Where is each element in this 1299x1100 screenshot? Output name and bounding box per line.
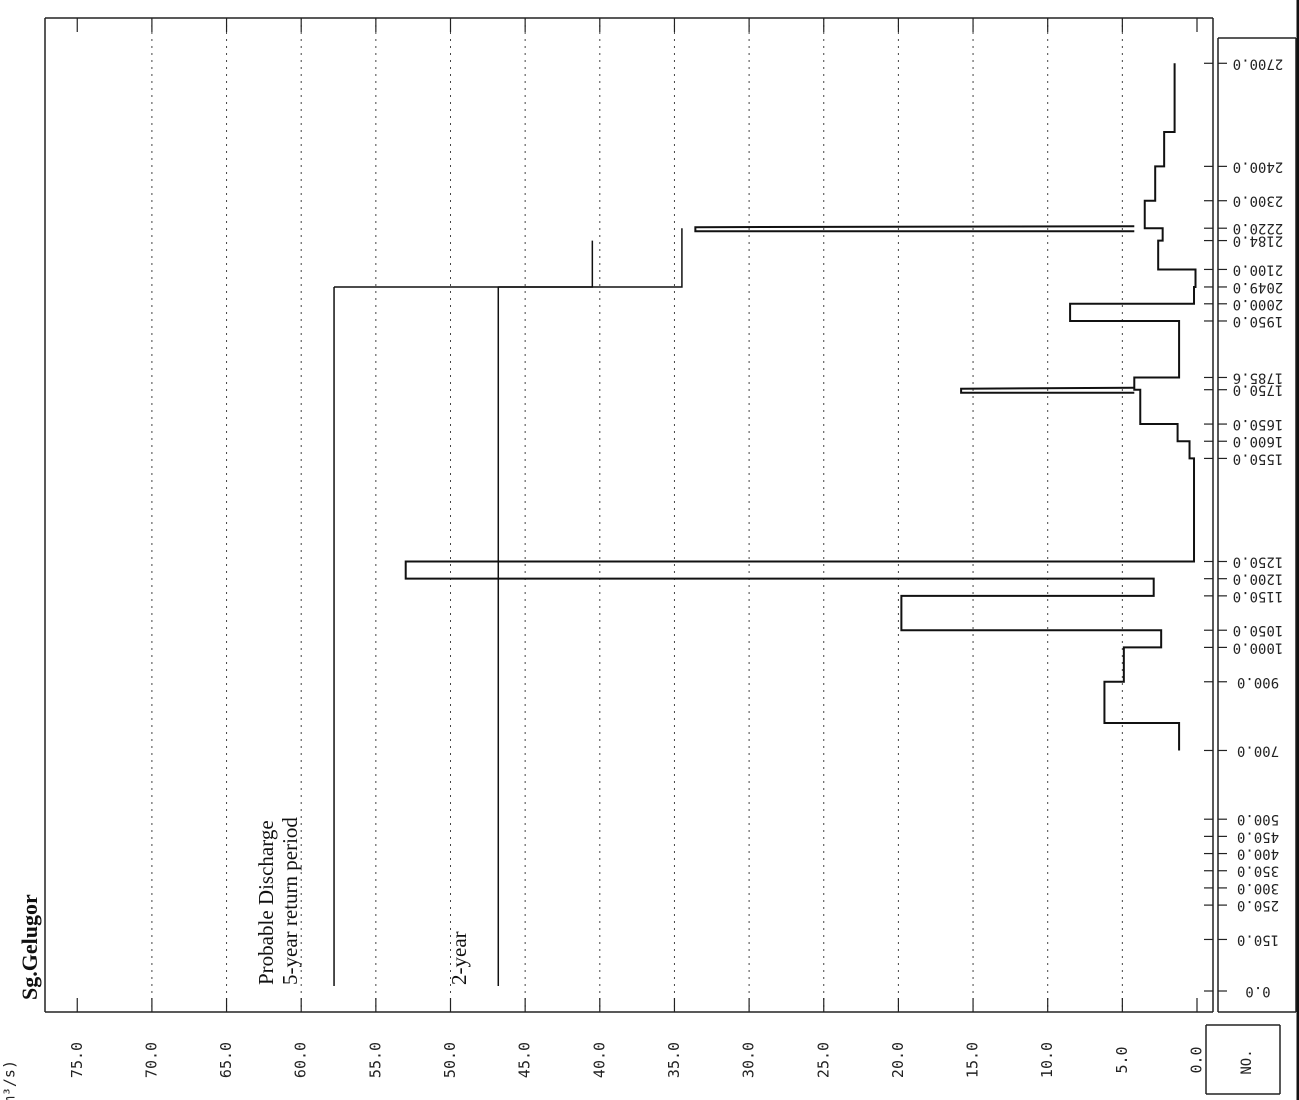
x-tick-label: 2000.0 [1233,296,1284,312]
x-tick-label: 300.0 [1237,880,1279,896]
y-tick-label: 55.0 [366,1042,384,1078]
x-tick-label: 450.0 [1237,828,1279,844]
y-tick-label: 60.0 [292,1042,310,1078]
x-tick-label: 250.0 [1237,897,1279,913]
x-axis-title: NO. [1239,1049,1255,1074]
x-tick-label: 2400.0 [1233,158,1284,174]
x-tick-label: 1600.0 [1233,433,1284,449]
annotation-2-year: 2-year [447,931,471,985]
series-layer [404,63,1197,751]
x-tick-label: 1785.6 [1233,369,1284,385]
x-tick-label: 1750.0 [1233,382,1284,398]
y-tick-label: 70.0 [142,1042,160,1078]
y-tick-label: 35.0 [665,1042,683,1078]
y-tick-label: 30.0 [740,1042,758,1078]
x-tick-label: 1950.0 [1233,313,1284,329]
y-tick-label: 45.0 [516,1042,534,1078]
y-tick-label: 5.0 [1113,1046,1131,1073]
y-tick-label: 10.0 [1038,1042,1056,1078]
chart-title: Sg.Gelugor [17,894,42,1000]
y-tick-label: 65.0 [217,1042,235,1078]
plot-frame [44,17,1214,1013]
x-tick-label: 350.0 [1237,863,1279,879]
annotation-probable-discharge: Probable Discharge [254,820,278,985]
x-tick-label: 0.0 [1245,983,1270,999]
series-line [404,63,1197,751]
spike-mark [694,225,1135,233]
x-tick-label: 700.0 [1237,742,1279,758]
x-tick-label: 1150.0 [1233,588,1284,604]
x-tick-label: 2100.0 [1233,261,1284,277]
spike-mark [960,386,1135,394]
x-tick-label: 150.0 [1237,931,1279,947]
y-tick-label: 15.0 [964,1042,982,1078]
y-tick-label: 50.0 [441,1042,459,1078]
grid-lines [151,18,1123,1012]
y-axis-unit: (m³/s) [1,1060,19,1100]
y-tick-label: 25.0 [814,1042,832,1078]
reference-step [498,228,683,288]
x-tick-label: 1550.0 [1233,450,1284,466]
x-tick-label: 2300.0 [1233,193,1284,209]
y-axis-ticks: 0.0 5.0 10.0 15.0 20.0 25.0 30.0 35.0 40.0 45.0 50… [68,18,1206,1078]
y-tick-label: 75.0 [68,1042,86,1078]
y-tick-label: 20.0 [889,1042,907,1078]
annotation-5-year: 5-year return period [278,817,302,985]
x-tick-label: 900.0 [1237,674,1279,690]
x-axis-title-box [1205,1024,1281,1095]
y-tick-label: 0.0 [1188,1046,1206,1073]
x-tick-label: 1050.0 [1233,622,1284,638]
x-tick-label: 400.0 [1237,846,1279,862]
y-tick-label: 40.0 [590,1042,608,1078]
x-tick-label: 2184.0 [1233,233,1284,249]
x-tick-label: 2700.0 [1233,55,1284,71]
x-tick-label: 1000.0 [1233,639,1284,655]
x-tick-label: 1650.0 [1233,416,1284,432]
x-tick-label: 500.0 [1237,811,1279,827]
x-tick-label: 2220.0 [1233,220,1284,236]
reference-lines [333,228,683,986]
x-tick-label: 2049.0 [1233,279,1284,295]
x-tick-label: 1200.0 [1233,571,1284,587]
x-tick-label: 1250.0 [1233,554,1284,570]
reference-step [334,240,594,288]
